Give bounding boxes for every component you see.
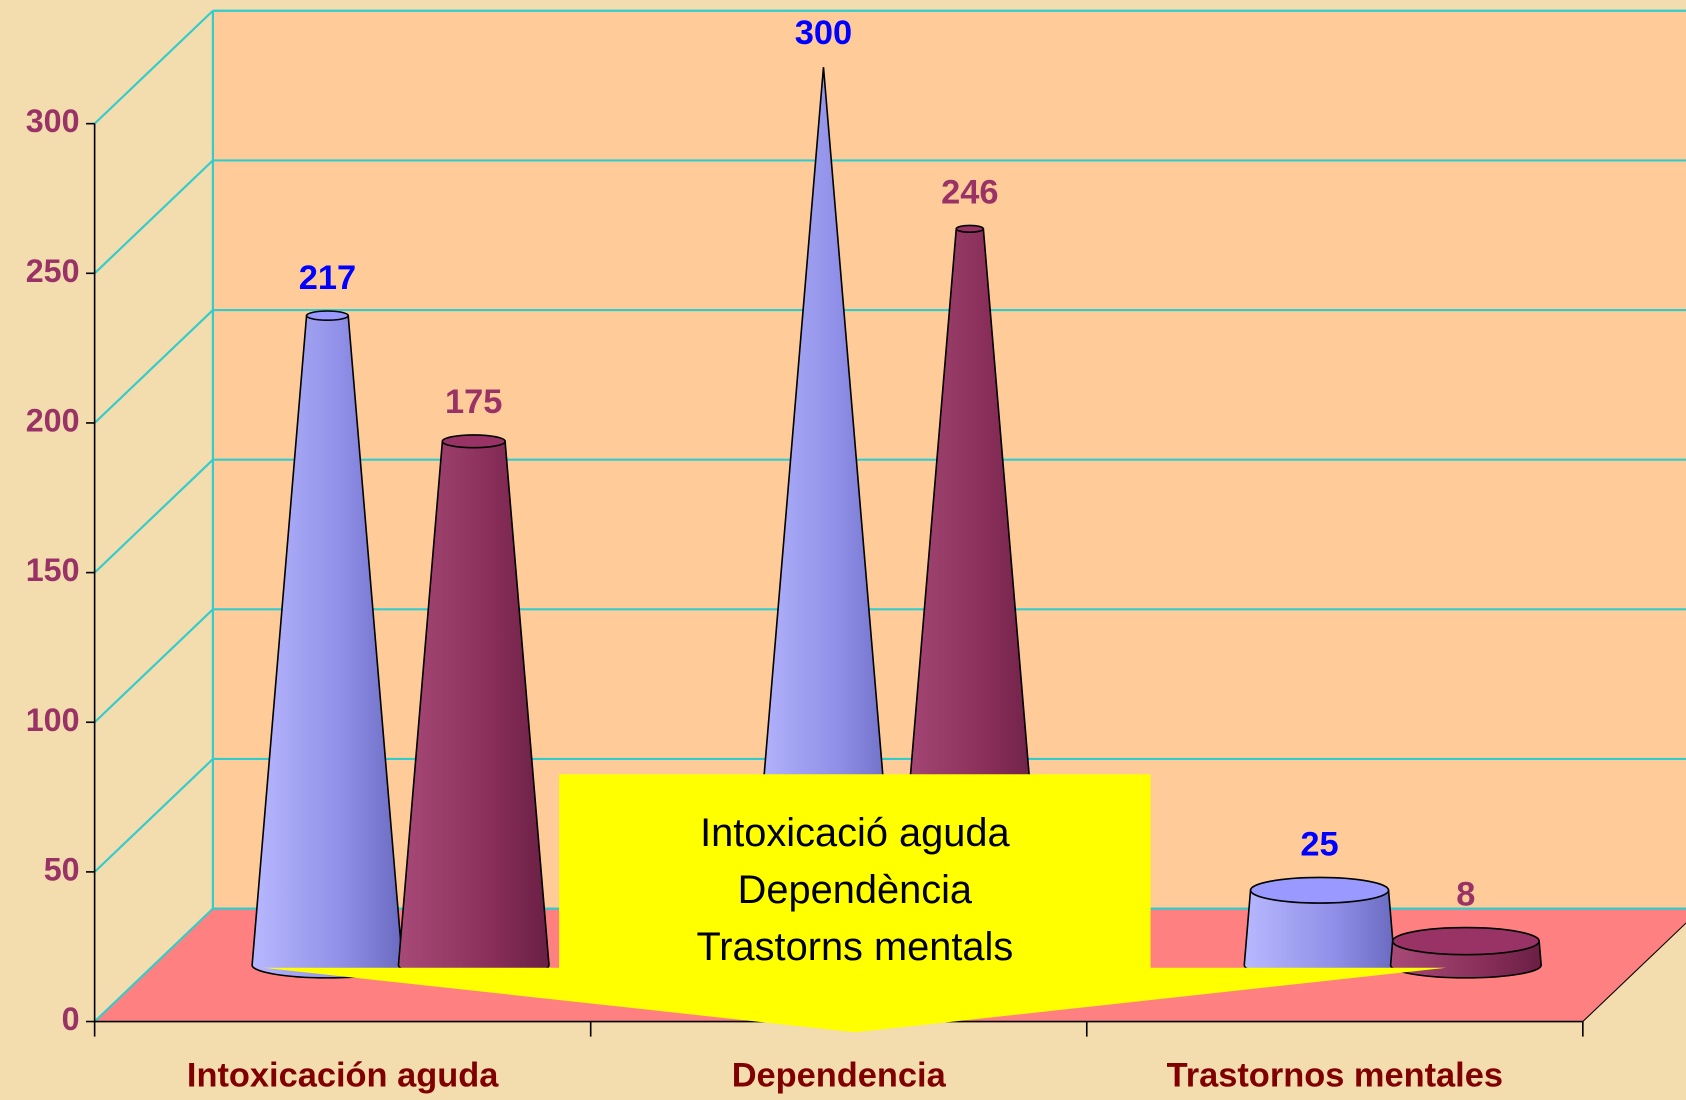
y-tick-label: 300 xyxy=(26,103,80,139)
annotation: Trastorns mentals xyxy=(696,925,1013,969)
annotation: Dependència xyxy=(738,868,973,912)
plot: 0 50 100 150 200 250 300 217 300 25 175 246 8 Intoxic… xyxy=(26,9,1686,1095)
value-label: 217 xyxy=(299,259,356,297)
value-label: 300 xyxy=(795,14,852,52)
grid-line xyxy=(93,9,214,125)
grid-line xyxy=(93,608,214,724)
value-label: 175 xyxy=(445,383,502,421)
grid-line xyxy=(93,458,214,574)
grid-line xyxy=(93,309,214,424)
grid-line xyxy=(93,758,214,873)
y-tick-label: 0 xyxy=(62,1001,80,1037)
y-tick-label: 150 xyxy=(26,552,80,588)
x-tick-label: Intoxicación aguda xyxy=(187,1057,499,1095)
y-tick-label: 50 xyxy=(44,851,80,887)
y-tick-label: 250 xyxy=(26,253,80,289)
y-tick-label: 200 xyxy=(26,402,80,438)
grid-line xyxy=(93,159,214,275)
cone-top xyxy=(305,310,350,322)
cone-top xyxy=(1391,926,1540,956)
x-tick-label: Trastornos mentales xyxy=(1167,1057,1503,1095)
floor-edge xyxy=(1582,922,1686,1022)
x-tick-label: Dependencia xyxy=(732,1057,947,1095)
value-label: 25 xyxy=(1300,825,1338,863)
value-label: 246 xyxy=(941,173,998,211)
value-label: 8 xyxy=(1456,876,1475,914)
cone-top xyxy=(1249,876,1390,904)
grid-line xyxy=(93,907,214,1023)
callout xyxy=(263,774,1447,1033)
cone-top xyxy=(441,434,506,449)
cone xyxy=(1243,876,1396,979)
annotation: Intoxicació aguda xyxy=(700,811,1010,855)
y-tick-label: 100 xyxy=(26,702,80,738)
cone-top xyxy=(955,224,985,234)
